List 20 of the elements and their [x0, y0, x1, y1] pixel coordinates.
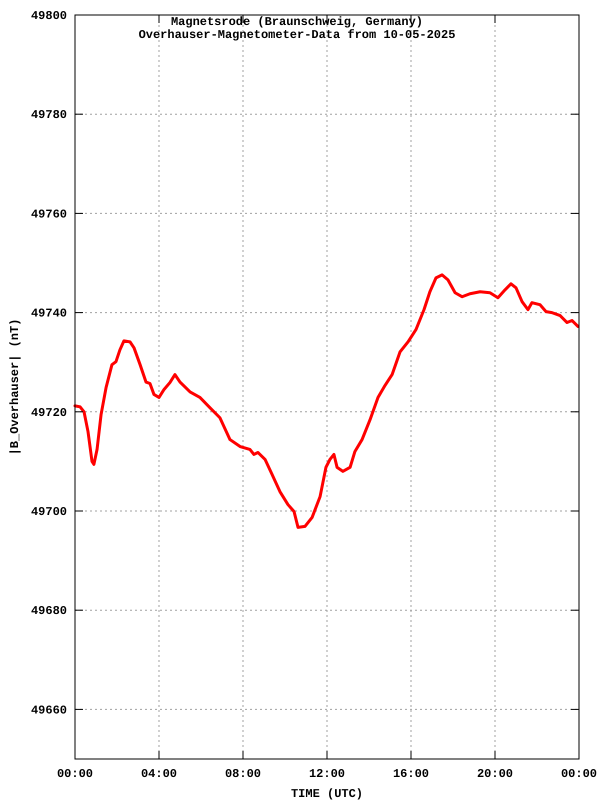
x-tick-label: 04:00	[140, 767, 178, 781]
x-tick-label: 00:00	[56, 767, 94, 781]
y-axis-title: |B_Overhauser| (nT)	[8, 318, 22, 456]
x-tick-label: 20:00	[476, 767, 514, 781]
y-tick-label: 49720	[30, 406, 67, 420]
y-tick-label: 49700	[30, 505, 67, 519]
x-axis-title: TIME (UTC)	[290, 787, 364, 800]
x-tick-label: 12:00	[308, 767, 346, 781]
line-series	[74, 273, 580, 529]
x-tick-label: 00:00	[560, 767, 598, 781]
x-tick-label: 16:00	[392, 767, 430, 781]
x-tick-label: 08:00	[224, 767, 262, 781]
y-tick-label: 49780	[30, 108, 67, 122]
y-tick-label: 49660	[30, 703, 67, 718]
chart-title: Magnetsrode (Braunschweig, Germany)	[170, 15, 424, 29]
text: Overhauser-Magnetometer-Data from 10-05-2025	[138, 28, 456, 42]
y-tick-label: 49740	[30, 306, 67, 321]
y-tick-label: 49760	[30, 207, 67, 222]
y-tick-label: 49680	[30, 604, 67, 618]
y-tick-label: 49800	[30, 9, 67, 23]
